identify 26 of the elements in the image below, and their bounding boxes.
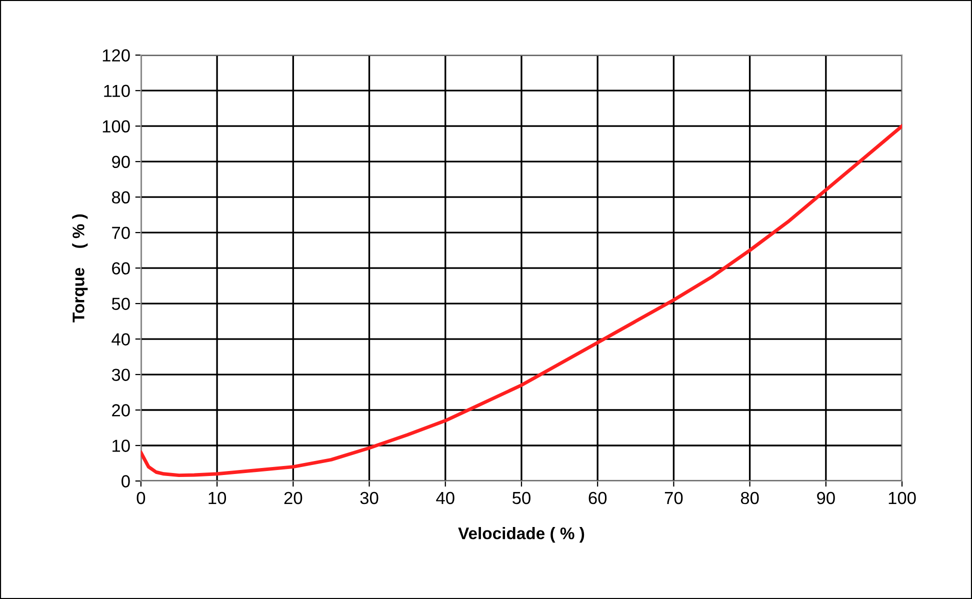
x-tick-label: 70 [664,492,683,504]
x-axis-title: Velocidade ( % ) [458,527,584,543]
y-tick-label: 20 [112,404,130,416]
y-tick-label: 120 [102,49,130,62]
x-tick-label: 10 [208,492,226,504]
y-tick-label: 80 [112,191,130,204]
y-tick-label: 10 [112,440,130,452]
y-tick-label: 0 [122,475,130,488]
x-tick-label: 30 [360,492,378,504]
y-tick-label: 60 [112,262,130,275]
x-tick-label: 0 [136,492,146,504]
x-tick-label: 100 [888,492,916,504]
x-tick-label: 20 [284,492,302,504]
x-tick-label: 60 [588,492,607,504]
y-tick-label: 30 [112,368,130,381]
x-tick-label: 90 [817,492,835,504]
y-tick-label: 50 [112,298,130,310]
x-tick-label: 50 [512,492,530,504]
y-tick-label: 40 [112,333,130,346]
y-tick-label: 90 [112,156,130,168]
y-tick-label: 70 [112,226,130,240]
y-tick-label: 100 [102,120,130,133]
x-tick-label: 80 [740,492,759,504]
y-tick-label: 110 [104,84,130,98]
x-tick-label: 40 [436,492,454,504]
y-axis-title: Torque ( % ) [72,214,88,322]
